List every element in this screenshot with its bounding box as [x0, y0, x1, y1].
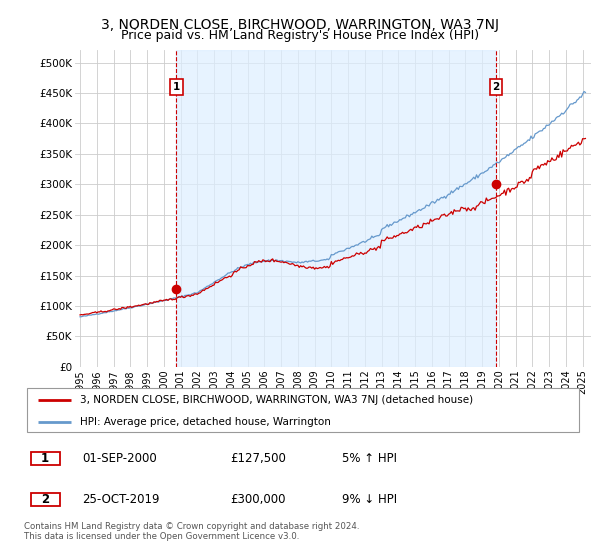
Text: 3, NORDEN CLOSE, BIRCHWOOD, WARRINGTON, WA3 7NJ (detached house): 3, NORDEN CLOSE, BIRCHWOOD, WARRINGTON, … — [80, 395, 473, 405]
Text: Price paid vs. HM Land Registry's House Price Index (HPI): Price paid vs. HM Land Registry's House … — [121, 29, 479, 42]
FancyBboxPatch shape — [27, 388, 579, 432]
Text: 3, NORDEN CLOSE, BIRCHWOOD, WARRINGTON, WA3 7NJ: 3, NORDEN CLOSE, BIRCHWOOD, WARRINGTON, … — [101, 18, 499, 32]
Text: 1: 1 — [173, 82, 180, 92]
Text: Contains HM Land Registry data © Crown copyright and database right 2024.
This d: Contains HM Land Registry data © Crown c… — [24, 522, 359, 542]
Text: £127,500: £127,500 — [230, 452, 286, 465]
Bar — [176, 50, 496, 367]
FancyBboxPatch shape — [31, 493, 60, 506]
Text: 25-OCT-2019: 25-OCT-2019 — [83, 493, 160, 506]
Text: 2: 2 — [493, 82, 500, 92]
Text: 9% ↓ HPI: 9% ↓ HPI — [342, 493, 397, 506]
Text: HPI: Average price, detached house, Warrington: HPI: Average price, detached house, Warr… — [80, 417, 331, 427]
Text: £300,000: £300,000 — [230, 493, 286, 506]
FancyBboxPatch shape — [31, 452, 60, 465]
Text: 5% ↑ HPI: 5% ↑ HPI — [342, 452, 397, 465]
Text: 01-SEP-2000: 01-SEP-2000 — [83, 452, 157, 465]
Text: 1: 1 — [41, 452, 49, 465]
Text: 2: 2 — [41, 493, 49, 506]
